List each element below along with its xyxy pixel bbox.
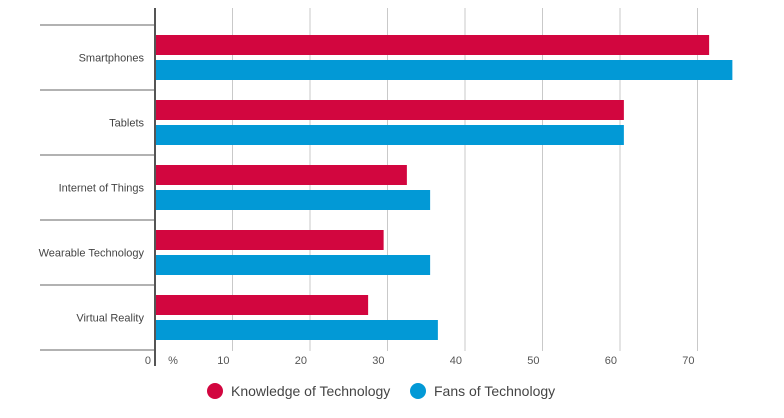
- tick-label-30: 30: [372, 355, 384, 367]
- category-label: Tablets: [109, 118, 144, 130]
- category-label: Smartphones: [79, 53, 145, 65]
- bar-knowledge-internet-of-things: [155, 165, 407, 185]
- tick-label-0: 0: [145, 355, 151, 367]
- bar-fans-smartphones: [155, 60, 733, 80]
- tick-label-60: 60: [605, 355, 617, 367]
- bar-knowledge-tablets: [155, 100, 624, 120]
- legend-label-fans: Fans of Technology: [434, 383, 555, 399]
- bar-fans-internet-of-things: [155, 190, 431, 210]
- tick-label-20: 20: [295, 355, 307, 367]
- bar-knowledge-virtual-reality: [155, 295, 369, 315]
- tick-label-50: 50: [527, 355, 539, 367]
- category-label: Virtual Reality: [76, 313, 144, 325]
- bar-fans-virtual-reality: [155, 320, 438, 340]
- legend-swatch-knowledge: [207, 383, 223, 399]
- bar-knowledge-smartphones: [155, 35, 710, 55]
- category-label: Internet of Things: [59, 183, 145, 195]
- bar-fans-tablets: [155, 125, 624, 145]
- bar-fans-wearable-technology: [155, 255, 431, 275]
- category-label: Wearable Technology: [39, 248, 145, 260]
- legend-swatch-fans: [410, 383, 426, 399]
- axis-unit-label: %: [168, 355, 178, 367]
- bars: [155, 35, 733, 340]
- tick-label-10: 10: [217, 355, 229, 367]
- bar-knowledge-wearable-technology: [155, 230, 384, 250]
- category-axis: Smartphones Tablets Internet of Things Wear…: [39, 24, 155, 351]
- legend-label-knowledge: Knowledge of Technology: [231, 383, 390, 399]
- tick-label-40: 40: [450, 355, 462, 367]
- value-axis: 0 10 20 30 40 50 60 70%: [145, 8, 695, 367]
- legend: Knowledge of Technology Fans of Technolog…: [207, 383, 555, 399]
- tick-label-70: 70: [682, 355, 694, 367]
